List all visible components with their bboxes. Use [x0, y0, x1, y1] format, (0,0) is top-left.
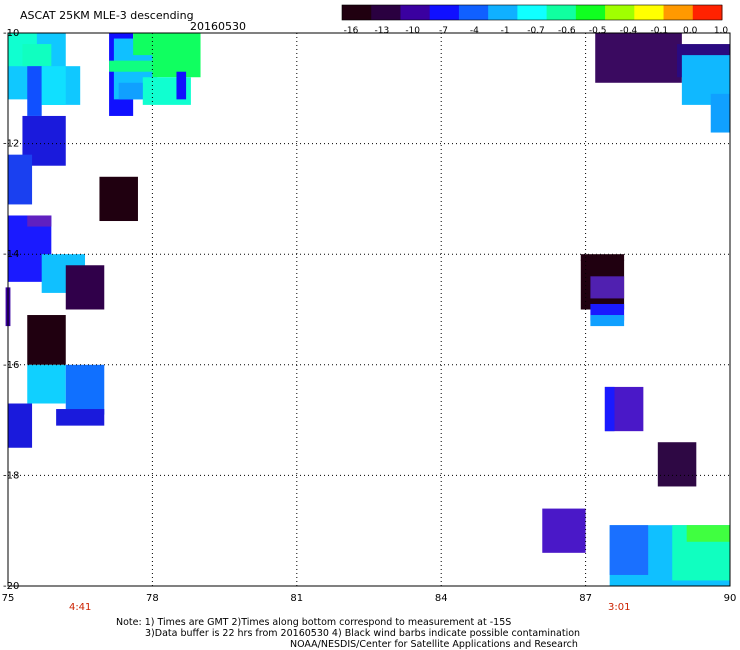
- time-label: 3:01: [608, 602, 630, 613]
- data-cell: [8, 154, 33, 205]
- data-cell: [22, 44, 52, 67]
- colorbar-segment: [488, 5, 518, 20]
- y-tick-label: -12: [3, 139, 19, 150]
- data-cell: [604, 386, 615, 432]
- x-tick-label: 90: [724, 593, 737, 604]
- colorbar-label: -1: [501, 26, 510, 36]
- colorbar-segment: [342, 5, 372, 20]
- note-line-2: 3)Data buffer is 22 hrs from 20160530 4)…: [145, 628, 581, 639]
- colorbar-label: -7: [439, 26, 448, 36]
- x-tick-labels: 75 78 81 84 87 90: [2, 593, 737, 604]
- colorbar-label: -4: [470, 26, 479, 36]
- colorbar-label: -0.4: [620, 26, 638, 36]
- colorbar-segment: [605, 5, 635, 20]
- note-line-1: Note: 1) Times are GMT 2)Times along bot…: [116, 617, 512, 628]
- time-labels: 4:41 3:01: [69, 602, 631, 613]
- time-label: 4:41: [69, 602, 91, 613]
- data-cell: [27, 215, 52, 227]
- data-cell: [590, 276, 625, 299]
- x-tick-label: 87: [579, 593, 592, 604]
- colorbar-label: -13: [374, 26, 389, 36]
- colorbar-label: 0.0: [683, 26, 698, 36]
- colorbar: [341, 4, 723, 21]
- colorbar-label: -0.1: [651, 26, 669, 36]
- colorbar-segment: [663, 5, 694, 20]
- y-tick-label: -18: [3, 470, 19, 481]
- data-cell: [152, 33, 201, 78]
- data-cell: [65, 364, 105, 415]
- data-cell: [595, 33, 682, 83]
- grid-lines: [8, 33, 730, 586]
- colorbar-frame: [341, 4, 723, 21]
- data-cell: [41, 66, 66, 105]
- data-cell: [27, 364, 66, 404]
- data-cell: [56, 409, 105, 426]
- colorbar-labels: -16 -13 -10 -7 -4 -1 -0.7 -0.6 -0.5 -0.4 -0.1 0.0 1.…: [344, 26, 729, 36]
- colorbar-label: -0.6: [558, 26, 576, 36]
- x-tick-label: 78: [146, 593, 159, 604]
- map-title: ASCAT 25KM MLE-3 descending: [20, 9, 194, 22]
- colorbar-label: -10: [405, 26, 420, 36]
- x-tick-label: 84: [435, 593, 448, 604]
- colorbar-segment: [458, 5, 489, 20]
- data-cells: [5, 33, 730, 586]
- data-cell: [609, 525, 649, 575]
- data-cell: [27, 315, 66, 365]
- data-cell: [65, 265, 105, 310]
- data-cell: [27, 66, 42, 116]
- colorbar-segment: [400, 5, 431, 20]
- y-tick-label: -20: [3, 581, 19, 592]
- map-date: 20160530: [190, 20, 246, 33]
- data-cell: [99, 176, 138, 222]
- y-tick-label: -14: [3, 249, 19, 260]
- data-cell: [542, 508, 586, 553]
- y-tick-label: -16: [3, 360, 19, 371]
- note-line-3: NOAA/NESDIS/Center for Satellite Applica…: [290, 639, 578, 650]
- colorbar-segment: [575, 5, 606, 20]
- colorbar-label: 1.0: [714, 26, 729, 36]
- data-cell: [657, 442, 697, 487]
- colorbar-label: -16: [344, 26, 359, 36]
- colorbar-segment: [371, 5, 401, 20]
- data-cell: [176, 71, 187, 100]
- colorbar-segment: [429, 5, 460, 20]
- data-cell: [8, 403, 33, 448]
- colorbar-segment: [634, 5, 665, 20]
- data-cell: [710, 93, 730, 133]
- colorbar-segment: [692, 5, 723, 20]
- colorbar-label: -0.7: [527, 26, 545, 36]
- data-cell: [109, 60, 153, 72]
- colorbar-segment: [517, 5, 548, 20]
- data-cell: [686, 525, 730, 542]
- data-cell: [590, 315, 625, 327]
- colorbar-label: -0.5: [589, 26, 607, 36]
- colorbar-segment: [546, 5, 577, 20]
- data-cell: [118, 82, 143, 100]
- y-tick-labels: -10 -12 -14 -16 -18 -20: [3, 28, 19, 592]
- y-tick-label: -10: [3, 28, 19, 39]
- plot-frame: [7, 32, 731, 587]
- x-tick-label: 81: [290, 593, 303, 604]
- x-tick-label: 75: [2, 593, 15, 604]
